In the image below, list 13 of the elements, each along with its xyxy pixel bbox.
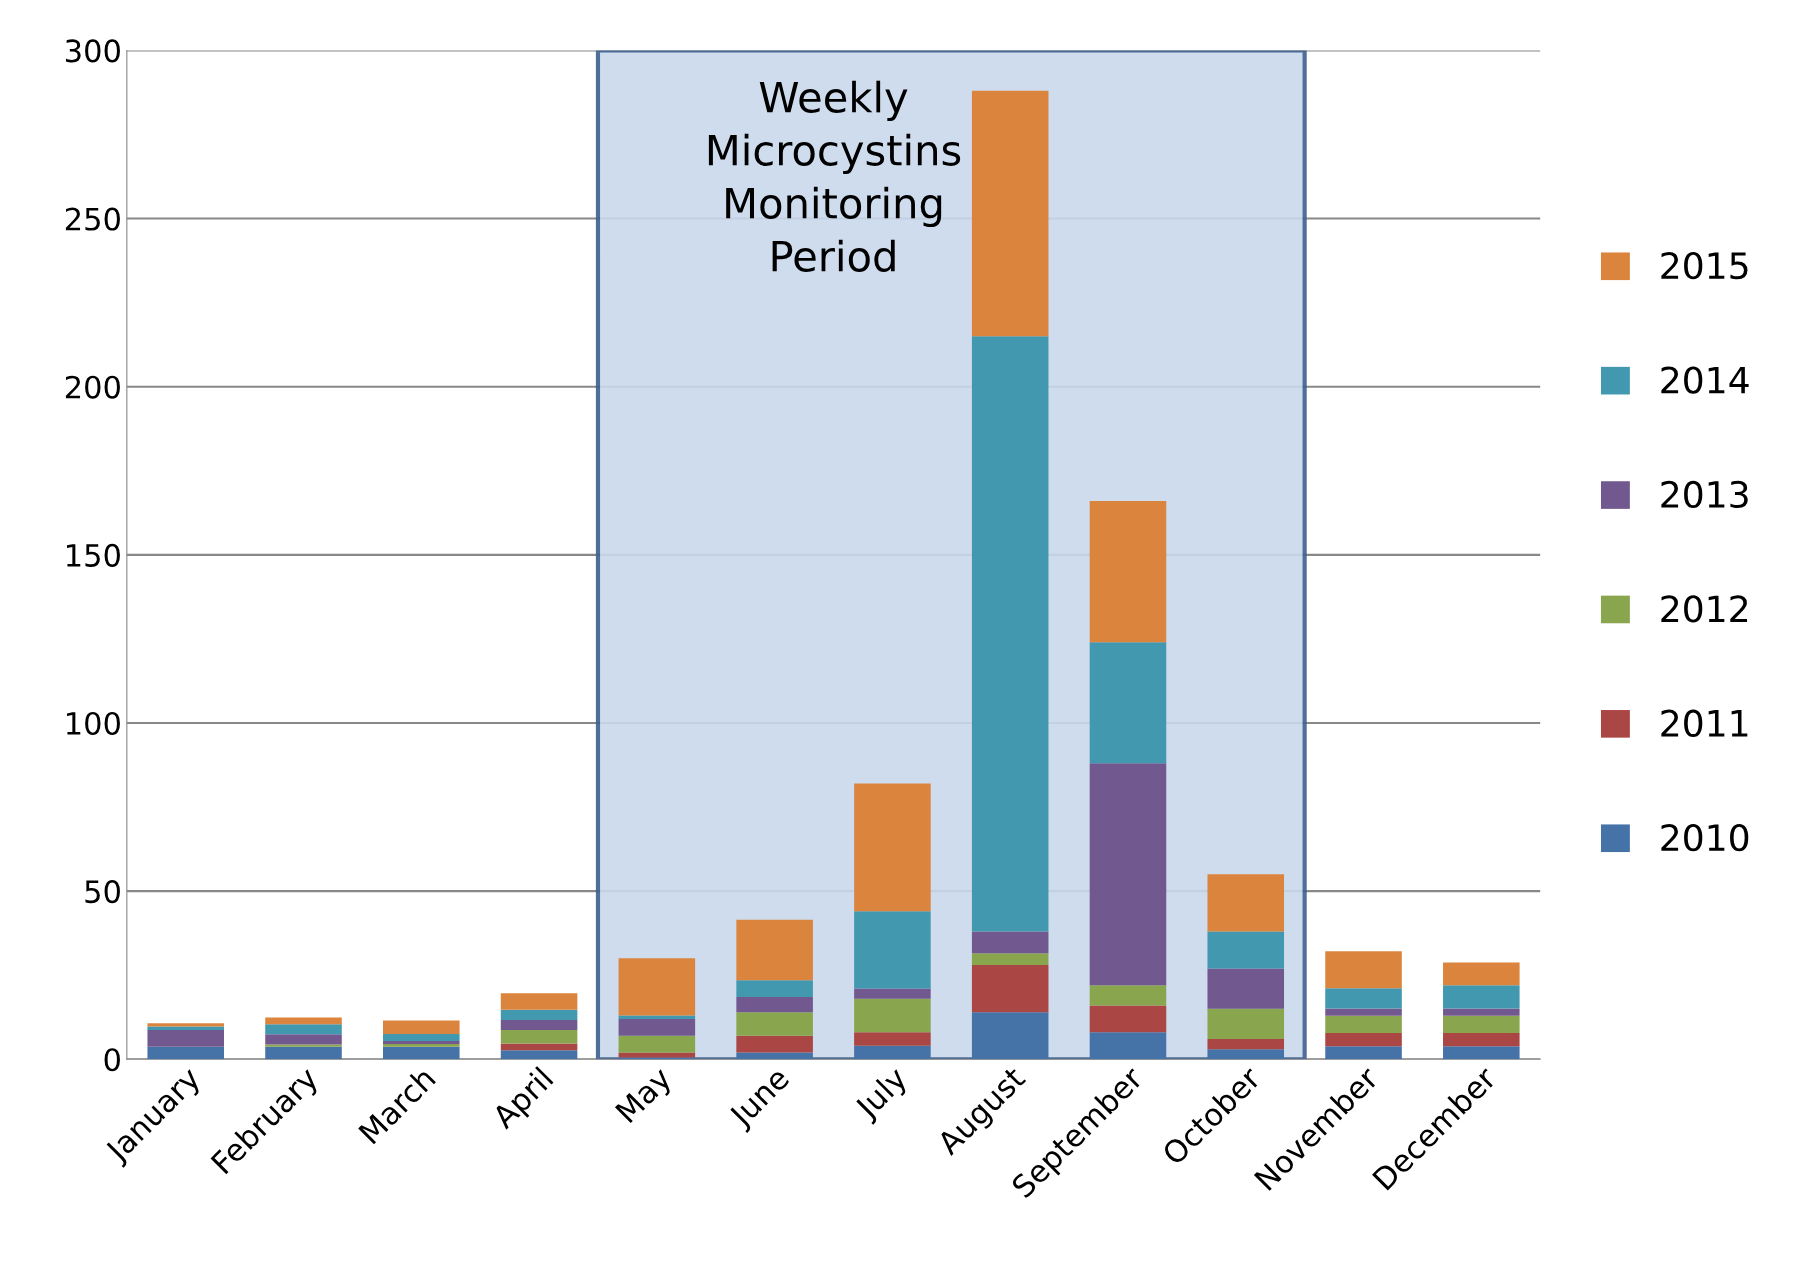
- y-tick-label: 150: [67, 543, 120, 567]
- y-tick-label: 300: [65, 39, 120, 63]
- legend-label: 2014: [1661, 366, 1749, 394]
- y-tick-label: 200: [65, 375, 120, 399]
- y-tick-label: 50: [85, 880, 120, 904]
- legend-label: 2013: [1661, 480, 1748, 509]
- legend-label: 2010: [1661, 823, 1749, 852]
- legend-label: 2012: [1661, 595, 1748, 623]
- legend-label: 2011: [1661, 709, 1748, 737]
- y-tick-label: 250: [65, 207, 120, 231]
- band-label: Weekly Microcystins Monitoring Period: [708, 80, 961, 272]
- legend-label: 2015: [1661, 252, 1748, 280]
- y-tick-label: 100: [67, 711, 120, 736]
